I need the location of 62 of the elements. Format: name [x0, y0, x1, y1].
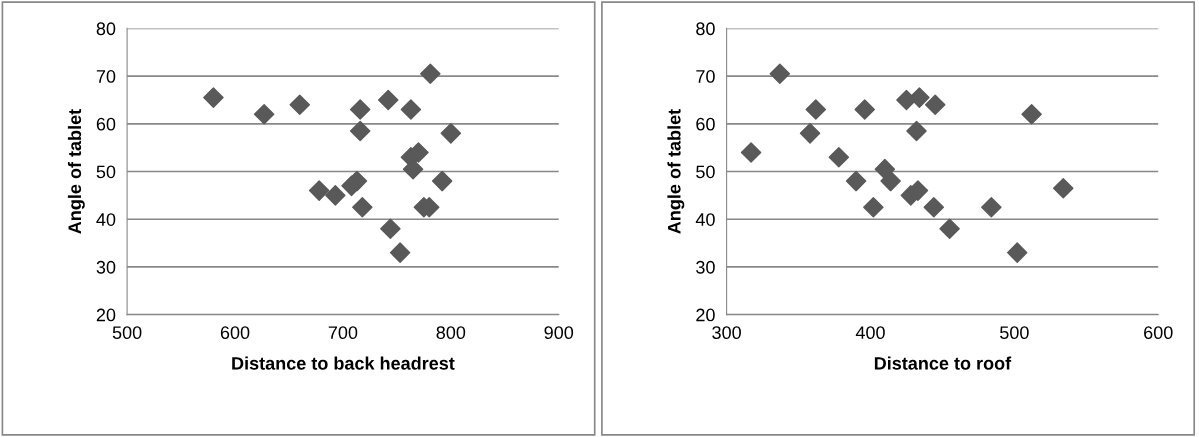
point — [389, 242, 411, 263]
y-axis-title: Angle of tablet — [67, 109, 85, 234]
x-tick-label: 700 — [328, 326, 358, 340]
point — [1021, 104, 1042, 125]
x-tick-label: 500 — [1000, 326, 1029, 340]
point — [909, 87, 930, 108]
point — [440, 123, 462, 144]
y-tick-label: 20 — [696, 308, 715, 322]
point — [924, 94, 946, 116]
point — [1006, 242, 1028, 263]
point — [349, 99, 371, 120]
x-axis-title: Distance to back headrest — [232, 356, 455, 370]
point — [805, 99, 827, 120]
x-tick-label: 800 — [436, 326, 466, 340]
point — [349, 120, 371, 142]
point — [740, 142, 762, 163]
point — [863, 197, 884, 218]
point — [854, 99, 875, 120]
point — [346, 170, 368, 192]
x-tick-label: 600 — [220, 326, 250, 340]
x-axis-title: Distance to roof — [874, 356, 1012, 370]
point — [377, 89, 399, 111]
point — [325, 185, 346, 206]
y-tick-label: 50 — [96, 165, 116, 179]
point — [203, 87, 224, 108]
x-tick-label: 600 — [1144, 326, 1173, 340]
y-tick-label: 70 — [696, 70, 715, 83]
point — [352, 197, 373, 218]
y-tick-label: 60 — [96, 117, 116, 131]
point — [939, 218, 960, 240]
point — [923, 197, 945, 218]
point — [289, 94, 311, 116]
y-tick-label: 70 — [96, 70, 116, 83]
y-tick-label: 40 — [96, 213, 116, 226]
y-tick-label: 20 — [96, 308, 116, 322]
point — [845, 170, 867, 192]
point — [880, 170, 901, 192]
point — [253, 104, 275, 125]
point — [380, 218, 401, 240]
x-tick-label: 400 — [855, 326, 885, 340]
y-tick-label: 60 — [696, 117, 715, 131]
y-tick-label: 40 — [695, 213, 715, 226]
y-tick-label: 50 — [696, 165, 715, 179]
y-tick-label: 80 — [696, 22, 715, 36]
point — [799, 123, 821, 144]
y-tick-label: 30 — [696, 260, 715, 274]
y-tick-label: 30 — [96, 260, 116, 274]
point — [906, 120, 927, 142]
y-tick-label: 80 — [96, 22, 116, 36]
x-tick-label: 500 — [112, 326, 142, 340]
point — [828, 146, 850, 168]
point — [420, 63, 441, 84]
point — [308, 180, 330, 201]
y-axis-title: Angle of tablet — [667, 109, 685, 234]
x-tick-label: 900 — [544, 326, 574, 340]
point — [769, 63, 791, 84]
point — [431, 170, 453, 192]
point — [874, 158, 896, 180]
x-tick-label: 300 — [712, 326, 741, 340]
point — [1053, 177, 1074, 199]
point — [400, 99, 422, 120]
point — [981, 197, 1002, 218]
